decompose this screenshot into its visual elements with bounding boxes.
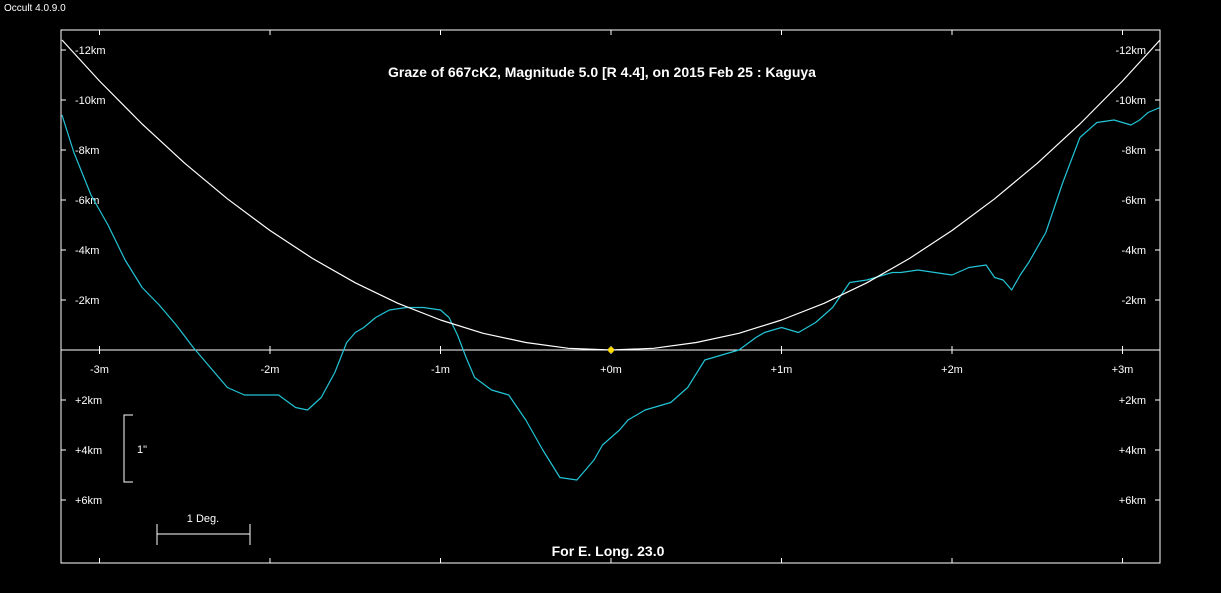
chart-title: Graze of 667cK2, Magnitude 5.0 [R 4.4], … [388,64,816,80]
y-tick-label-right: -6km [1122,195,1146,207]
x-tick-label: -2m [261,364,280,376]
horizontal-scale-bar: 1 Deg. [156,513,251,545]
y-tick-label-right: -4km [1122,245,1146,257]
vertical-scale-bracket [123,414,133,483]
horizontal-scale-label: 1 Deg. [187,513,219,525]
y-tick-label-left: -10km [75,95,106,107]
y-tick-label-right: +4km [1119,445,1146,457]
y-tick-label-left: -2km [75,295,99,307]
y-tick-label-left: +2km [75,395,102,407]
center-point-marker [608,347,614,353]
x-tick-label: +0m [600,364,622,376]
plot-frame [60,29,1161,564]
series-layer [61,39,1160,481]
horizontal-scale-bracket [156,524,251,545]
y-tick-label-right: +6km [1119,495,1146,507]
x-tick-label: -3m [90,364,109,376]
y-tick-label-left: -8km [75,145,99,157]
lunar-limb-profile-line [61,106,1160,481]
y-tick-label-left: +6km [75,495,102,507]
y-tick-label-left: -12km [75,45,106,57]
x-tick-label: +1m [771,364,793,376]
x-tick-label: +2m [941,364,963,376]
vertical-scale-label: 1" [137,444,147,456]
y-tick-label-right: -12km [1115,45,1146,57]
y-tick-label-right: -10km [1115,95,1146,107]
longitude-footer: For E. Long. 23.0 [552,543,665,559]
y-tick-label-left: -6km [75,195,99,207]
vertical-scale-bar: 1" [123,414,147,483]
tick-marks: -3m -2m -1m +0m +1m +2m +3m -12km -12km -10km -10k… [61,30,1160,563]
y-tick-label-right: +2km [1119,395,1146,407]
x-tick-label: -1m [431,364,450,376]
app-version-label: Occult 4.0.9.0 [4,3,66,14]
x-tick-label: +3m [1112,364,1134,376]
y-tick-label-left: +4km [75,445,102,457]
y-tick-label-left: -4km [75,245,99,257]
mean-limb-curve-line [61,39,1160,351]
y-tick-label-right: -8km [1122,145,1146,157]
y-tick-label-right: -2km [1122,295,1146,307]
